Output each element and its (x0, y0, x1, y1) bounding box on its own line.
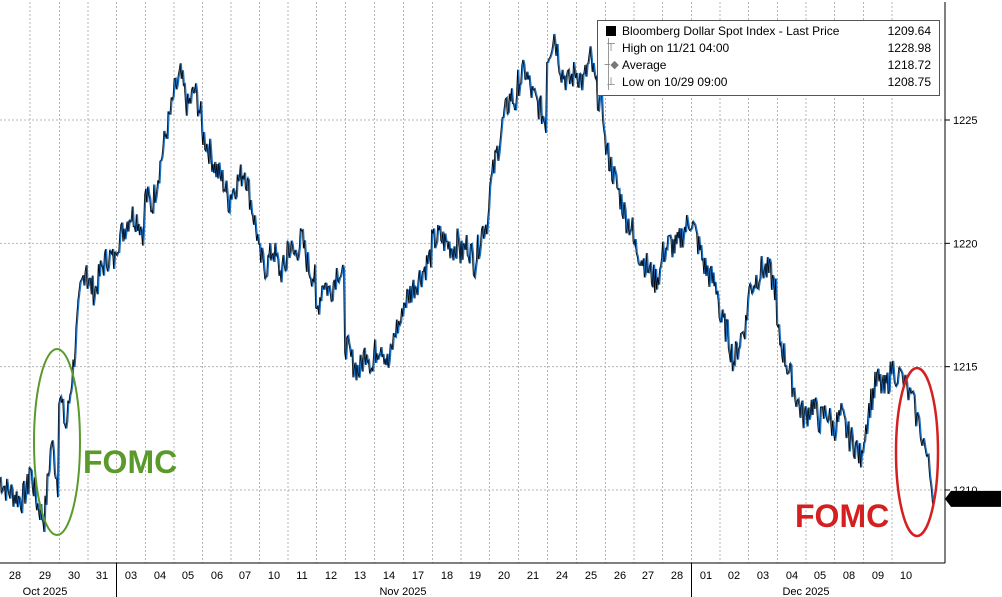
x-axis: 28 29 30 31 03 04 05 06 07 10 11 12 13 14 17 18 19 20 21 24… (0, 562, 945, 597)
x-tick-label: 08 (843, 570, 855, 582)
month-label: Nov 2025 (379, 586, 426, 597)
average-marker-icon: −◆ (604, 59, 619, 71)
y-tick-label: 1220 (953, 238, 977, 250)
last-price-tag-box (945, 490, 1001, 507)
x-tick-label: 03 (125, 570, 137, 582)
legend-row-last: Bloomberg Dollar Spot Index - Last Price… (604, 23, 931, 39)
fomc-ellipse-december (894, 366, 940, 538)
legend-connector (608, 38, 609, 90)
x-tick-label: 12 (325, 570, 337, 582)
x-tick-label: 27 (642, 570, 654, 582)
black-square-icon (606, 26, 616, 36)
month-label: Dec 2025 (782, 586, 829, 597)
y-axis: 1210121512201225 (944, 2, 977, 563)
x-tick-label: 29 (39, 570, 51, 582)
x-tick-label: 26 (614, 570, 626, 582)
last-price-tag: 1209.64 (945, 490, 1001, 507)
legend-box: Bloomberg Dollar Spot Index - Last Price… (597, 20, 940, 96)
annotation-ellipses (33, 348, 940, 538)
fomc-label-december: FOMC (795, 498, 890, 534)
x-tick-label: 05 (182, 570, 194, 582)
price-line-shadow (0, 33, 933, 533)
x-tick-label: 28 (9, 570, 21, 582)
legend-high-label: High on 11/21 04:00 (622, 41, 730, 55)
x-tick-label: 02 (728, 570, 740, 582)
legend-high-value: 1228.98 (887, 41, 931, 55)
legend-row-average: −◆ Average 1218.72 (604, 57, 931, 73)
legend-title: Bloomberg Dollar Spot Index - Last Price (622, 24, 840, 38)
x-tick-label: 07 (239, 570, 251, 582)
legend-row-high: ⊤ High on 11/21 04:00 1228.98 (604, 40, 931, 56)
x-tick-label: 10 (900, 570, 912, 582)
legend-average-label: Average (622, 58, 667, 72)
legend-average-value: 1218.72 (887, 58, 931, 72)
x-tick-label: 03 (757, 570, 769, 582)
x-tick-label: 11 (296, 570, 307, 582)
x-tick-label: 01 (700, 570, 712, 582)
high-marker-icon: ⊤ (606, 42, 616, 54)
price-line (0, 33, 935, 533)
x-tick-label: 19 (469, 570, 481, 582)
x-tick-label: 14 (383, 570, 395, 582)
legend-last-value: 1209.64 (887, 24, 931, 38)
x-tick-label: 06 (211, 570, 223, 582)
legend-row-low: ⊥ Low on 10/29 09:00 1208.75 (604, 74, 931, 90)
fomc-ellipse-october (33, 348, 81, 536)
x-tick-label: 17 (412, 570, 424, 582)
x-tick-label: 28 (671, 570, 683, 582)
last-price-tag-label: 1209.64 (953, 494, 993, 506)
x-tick-label: 04 (154, 570, 166, 582)
y-tick-label: 1215 (953, 362, 977, 374)
x-tick-label: 18 (441, 570, 453, 582)
x-tick-label: 31 (96, 570, 108, 582)
x-tick-label: 04 (786, 570, 798, 582)
legend-low-value: 1208.75 (887, 75, 931, 89)
x-tick-label: 25 (585, 570, 597, 582)
x-tick-label: 20 (498, 570, 510, 582)
low-marker-icon: ⊥ (606, 76, 616, 88)
x-tick-label: 09 (872, 570, 884, 582)
x-tick-label: 13 (354, 570, 366, 582)
y-tick-label: 1225 (953, 115, 977, 127)
x-tick-label: 10 (268, 570, 280, 582)
x-tick-label: 30 (68, 570, 80, 582)
x-tick-label: 05 (814, 570, 826, 582)
fomc-label-october: FOMC (83, 444, 178, 480)
legend-low-label: Low on 10/29 09:00 (622, 75, 728, 89)
month-label: Oct 2025 (23, 586, 68, 597)
x-tick-label: 21 (527, 570, 539, 582)
x-tick-label: 24 (556, 570, 568, 582)
